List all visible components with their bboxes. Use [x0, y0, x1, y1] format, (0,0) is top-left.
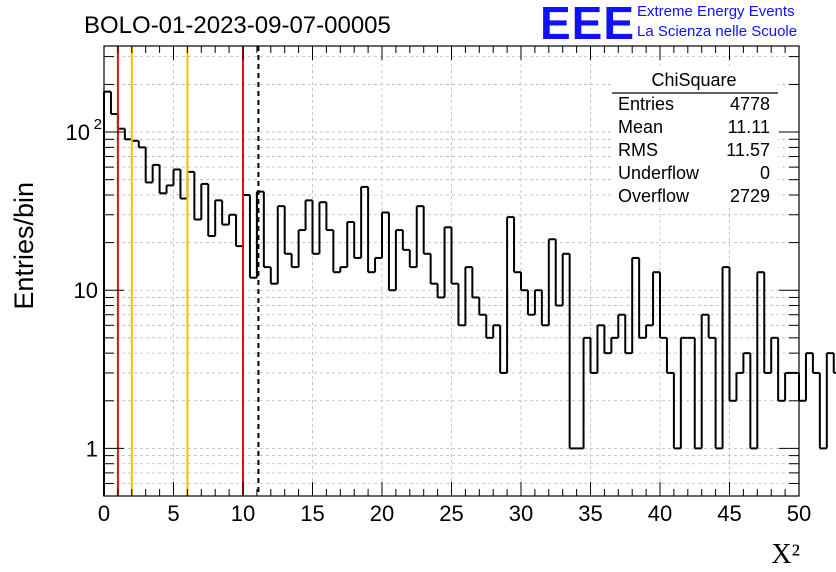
y-tick-label: 1	[86, 436, 98, 461]
y-tick-label-exponent: 2	[94, 116, 102, 133]
eee-logo: EEE	[540, 0, 636, 49]
stats-box-title: ChiSquare	[651, 70, 736, 90]
x-tick-label: 40	[648, 501, 672, 526]
x-tick-label: 25	[439, 501, 463, 526]
y-axis-label: Entries/bin	[9, 182, 39, 310]
x-tick-label: 10	[231, 501, 255, 526]
stats-row-label: Underflow	[618, 163, 700, 183]
x-tick-label: 5	[167, 501, 179, 526]
stats-box-background	[612, 66, 778, 208]
chart-title: BOLO-01-2023-09-07-00005	[84, 12, 391, 39]
stats-row-value: 0	[760, 163, 770, 183]
stats-row-label: Entries	[618, 94, 674, 114]
logo-line-2: La Scienza nelle Scuole	[637, 23, 798, 40]
logo-line-1: Extreme Energy Events	[637, 3, 795, 20]
stats-row-label: RMS	[618, 140, 658, 160]
stats-row-value: 4778	[730, 94, 770, 114]
x-tick-label: 30	[509, 501, 533, 526]
stats-box: ChiSquare Entries 4778 Mean 11.11 RMS 11.57 Un…	[612, 66, 778, 208]
stats-row-value: 2729	[730, 186, 770, 206]
grid-layer	[104, 46, 799, 496]
x-tick-label: 35	[578, 501, 602, 526]
x-tick-label: 20	[370, 501, 394, 526]
y-tick-label: 10	[66, 120, 90, 145]
x-tick-label: 45	[717, 501, 741, 526]
stats-row-label: Overflow	[618, 186, 690, 206]
stats-row-value: 11.57	[726, 140, 770, 160]
x-axis-label: X²	[771, 539, 800, 570]
ticks-layer	[103, 46, 800, 496]
x-tick-label: 15	[300, 501, 324, 526]
stats-row-label: Mean	[618, 117, 663, 137]
x-tick-label: 0	[98, 501, 110, 526]
y-tick-label: 10	[74, 278, 98, 303]
x-tick-label: 50	[787, 501, 811, 526]
reference-lines-layer	[116, 46, 260, 496]
stats-row-value: 11.11	[728, 117, 770, 137]
